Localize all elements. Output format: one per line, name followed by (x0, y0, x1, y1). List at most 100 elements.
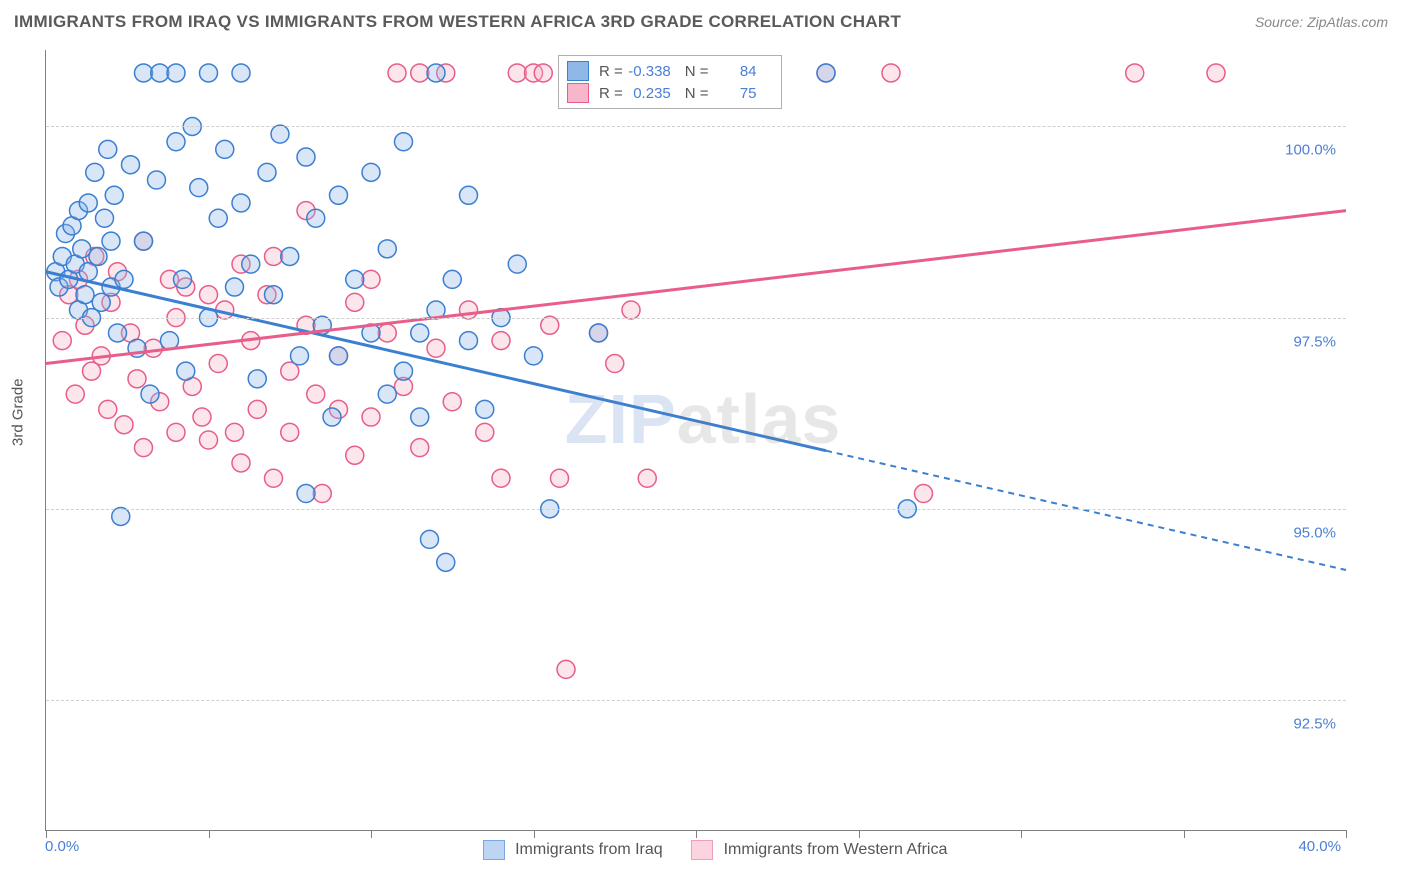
bottom-legend: Immigrants from Iraq Immigrants from Wes… (0, 840, 1406, 860)
scatter-point (167, 423, 185, 441)
scatter-point (606, 355, 624, 373)
scatter-point (128, 370, 146, 388)
y-tick-label: 97.5% (1293, 333, 1336, 350)
scatter-point (96, 209, 114, 227)
scatter-point (882, 64, 900, 82)
legend-r-value-1: -0.338 (627, 63, 671, 80)
scatter-point (817, 64, 835, 82)
scatter-point (148, 171, 166, 189)
scatter-point (89, 247, 107, 265)
scatter-point (102, 232, 120, 250)
scatter-point (99, 140, 117, 158)
scatter-point (378, 385, 396, 403)
scatter-point (200, 431, 218, 449)
scatter-point (362, 408, 380, 426)
scatter-point (330, 186, 348, 204)
legend-n-label: N = (685, 85, 709, 102)
gridline (46, 318, 1346, 319)
scatter-point (508, 255, 526, 273)
scatter-point (281, 247, 299, 265)
scatter-point (86, 163, 104, 181)
chart-title: IMMIGRANTS FROM IRAQ VS IMMIGRANTS FROM … (14, 12, 901, 32)
scatter-point (226, 423, 244, 441)
legend-n-label: N = (685, 63, 709, 80)
scatter-point (622, 301, 640, 319)
regression-line (46, 272, 826, 451)
scatter-point (427, 339, 445, 357)
scatter-point (297, 485, 315, 503)
scatter-point (265, 247, 283, 265)
y-axis-label: 3rd Grade (10, 378, 27, 446)
scatter-point (226, 278, 244, 296)
scatter-point (144, 339, 162, 357)
chart-container: IMMIGRANTS FROM IRAQ VS IMMIGRANTS FROM … (0, 0, 1406, 892)
y-tick-label: 92.5% (1293, 716, 1336, 733)
scatter-point (541, 316, 559, 334)
scatter-point (330, 347, 348, 365)
scatter-point (167, 133, 185, 151)
scatter-point (122, 156, 140, 174)
scatter-point (135, 232, 153, 250)
scatter-point (248, 400, 266, 418)
scatter-point (265, 469, 283, 487)
scatter-point (66, 385, 84, 403)
scatter-point (115, 270, 133, 288)
scatter-point (590, 324, 608, 342)
scatter-point (395, 362, 413, 380)
scatter-point (411, 439, 429, 457)
plot-svg (46, 50, 1346, 830)
scatter-point (151, 64, 169, 82)
scatter-point (395, 133, 413, 151)
x-tick (371, 830, 372, 838)
scatter-point (638, 469, 656, 487)
scatter-point (281, 423, 299, 441)
scatter-point (271, 125, 289, 143)
scatter-point (346, 293, 364, 311)
x-tick (534, 830, 535, 838)
legend-n-value-2: 75 (713, 85, 757, 102)
scatter-point (421, 530, 439, 548)
y-tick-label: 95.0% (1293, 524, 1336, 541)
scatter-point (291, 347, 309, 365)
scatter-point (200, 286, 218, 304)
scatter-point (258, 163, 276, 181)
legend-n-value-1: 84 (713, 63, 757, 80)
scatter-point (388, 64, 406, 82)
plot-area: 92.5% 95.0% 97.5% 100.0% (45, 50, 1346, 831)
x-tick (696, 830, 697, 838)
scatter-point (525, 347, 543, 365)
bottom-legend-label-1: Immigrants from Iraq (515, 841, 663, 858)
scatter-point (242, 255, 260, 273)
bottom-swatch-iraq (483, 840, 505, 860)
scatter-point (460, 186, 478, 204)
scatter-point (167, 64, 185, 82)
scatter-point (443, 393, 461, 411)
scatter-point (115, 416, 133, 434)
scatter-point (209, 209, 227, 227)
y-tick-label: 100.0% (1285, 142, 1336, 159)
scatter-point (135, 439, 153, 457)
scatter-point (135, 64, 153, 82)
scatter-point (437, 553, 455, 571)
stats-legend: R = -0.338 N = 84 R = 0.235 N = 75 (558, 55, 782, 109)
scatter-point (411, 324, 429, 342)
scatter-point (534, 64, 552, 82)
scatter-point (265, 286, 283, 304)
scatter-point (378, 324, 396, 342)
x-tick (1346, 830, 1347, 838)
scatter-point (200, 64, 218, 82)
scatter-point (216, 140, 234, 158)
scatter-point (492, 469, 510, 487)
legend-r-value-2: 0.235 (627, 85, 671, 102)
scatter-point (915, 485, 933, 503)
scatter-point (177, 362, 195, 380)
scatter-point (79, 194, 97, 212)
stats-legend-row-1: R = -0.338 N = 84 (567, 60, 771, 82)
legend-swatch-wafrica (567, 83, 589, 103)
scatter-point (307, 209, 325, 227)
gridline (46, 509, 1346, 510)
x-tick (1021, 830, 1022, 838)
scatter-point (99, 400, 117, 418)
scatter-point (76, 286, 94, 304)
scatter-point (190, 179, 208, 197)
